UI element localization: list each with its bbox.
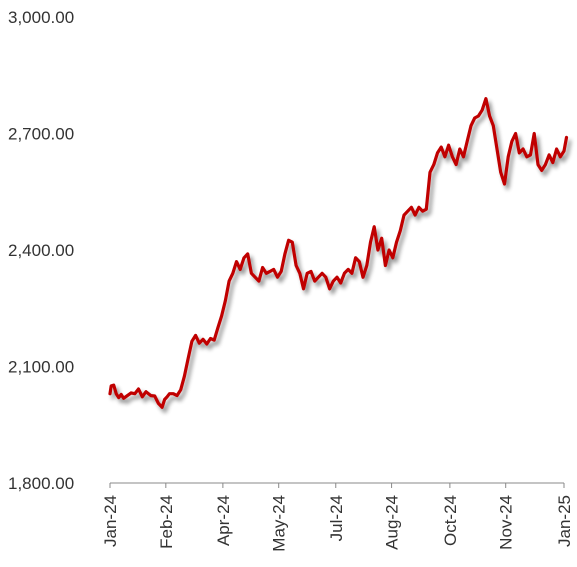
x-tick-label: May-24 (270, 495, 289, 552)
y-axis-tick-labels: 1,800.00 2,100.00 2,400.00 2,700.00 3,000.00 (8, 8, 74, 493)
x-tick-label: Oct-24 (441, 495, 460, 546)
y-tick-label: 2,700.00 (8, 125, 74, 144)
y-tick-label: 2,400.00 (8, 241, 74, 260)
x-tick-label: Jan-25 (555, 495, 574, 547)
x-axis-tick-labels: Jan-24 Feb-24 Apr-24 May-24 Jul-24 Aug-24 Oct-… (101, 495, 574, 552)
y-tick-label: 1,800.00 (8, 474, 74, 493)
y-tick-label: 2,100.00 (8, 358, 74, 377)
series-layer (108, 96, 569, 409)
x-tick-label: Aug-24 (383, 495, 402, 550)
x-tick-label: Jul-24 (327, 495, 346, 541)
x-tick-label: Feb-24 (157, 495, 176, 549)
x-axis-tick-marks (109, 483, 565, 488)
x-tick-label: Apr-24 (214, 495, 233, 546)
x-tick-label: Jan-24 (101, 495, 120, 547)
x-tick-label: Nov-24 (497, 495, 516, 550)
y-tick-label: 3,000.00 (8, 8, 74, 27)
series-line (108, 96, 569, 409)
